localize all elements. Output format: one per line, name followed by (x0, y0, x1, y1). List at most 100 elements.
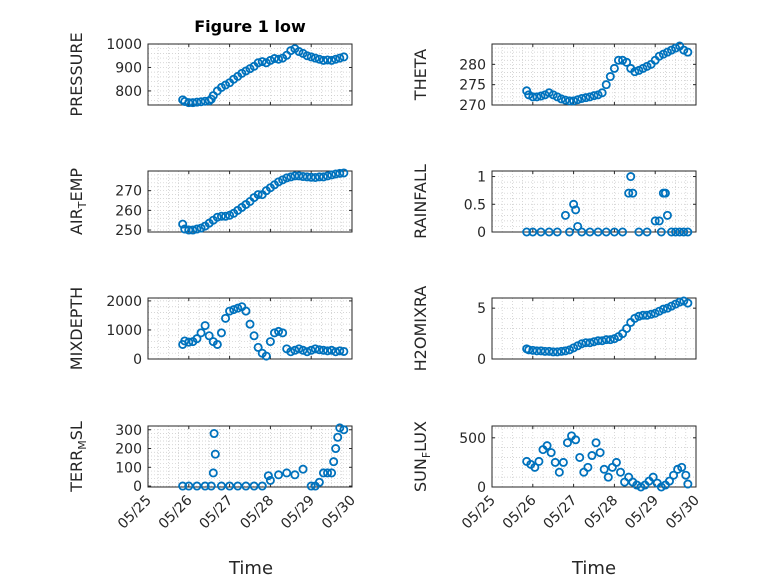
data-point (528, 345, 538, 355)
data-point (298, 172, 308, 182)
data-point (662, 210, 672, 220)
data-point (658, 304, 668, 314)
data-point (634, 311, 644, 321)
data-point (562, 438, 572, 448)
y-tick-label: 300 (115, 423, 142, 439)
y-tick-label: 1000 (106, 37, 142, 53)
subplot-terr-msl: 05/25 05/26 05/27 05/28 05/29 05/30 0 100 200 300… (67, 421, 359, 532)
data-point (192, 224, 202, 234)
data-point (298, 345, 308, 355)
x-tick-label: 05/25 (115, 493, 155, 533)
data-point (548, 347, 558, 357)
data-point (302, 172, 312, 182)
data-point (331, 169, 341, 179)
data-point (556, 346, 566, 356)
data-point (263, 471, 273, 481)
data-point (642, 227, 652, 237)
data-point (599, 464, 609, 474)
data-point (660, 188, 670, 198)
data-point (274, 54, 284, 64)
data-point (302, 347, 312, 357)
data-point (233, 303, 243, 313)
data-point (634, 227, 644, 237)
data-point (323, 468, 333, 478)
data-point (212, 212, 222, 222)
data-point (648, 472, 658, 482)
x-tick-label: 05/27 (197, 493, 237, 533)
data-point (581, 338, 591, 348)
data-point (675, 227, 685, 237)
data-point (290, 470, 300, 480)
x-tick-label: 05/29 (278, 493, 318, 533)
data-point (552, 347, 562, 357)
data-point (577, 93, 587, 103)
data-point (204, 331, 214, 341)
data-point (542, 441, 552, 451)
data-point (613, 55, 623, 65)
data-point (294, 344, 304, 354)
y-tick-label: 270 (115, 184, 142, 200)
x-tick-label: 05/25 (459, 493, 499, 533)
data-point (290, 171, 300, 181)
data-point (605, 72, 615, 82)
data-point (212, 339, 222, 349)
data-point (585, 227, 595, 237)
data-point (306, 481, 316, 491)
data-point (571, 205, 581, 215)
data-point (554, 467, 564, 477)
y-tick-label: 2000 (106, 294, 142, 310)
data-point (335, 346, 345, 356)
data-point (587, 451, 597, 461)
y-tick-label: 0 (477, 352, 486, 368)
data-point (196, 328, 206, 338)
chart-title: Figure 1 low (194, 17, 306, 36)
data-point (593, 336, 603, 346)
data-point (306, 345, 316, 355)
y-tick-label: 270 (459, 98, 486, 114)
data-point (605, 335, 615, 345)
data-point (565, 96, 575, 106)
data-point (192, 97, 202, 107)
data-point (536, 346, 546, 356)
data-point (216, 211, 226, 221)
data-point (196, 97, 206, 107)
data-point (249, 331, 259, 341)
data-point (298, 464, 308, 474)
data-point (664, 476, 674, 486)
data-point (560, 95, 570, 105)
data-point (274, 326, 284, 336)
y-tick-label: 100 (115, 460, 142, 476)
y-axis-label: MIXDEPTH (67, 287, 86, 370)
data-point (630, 67, 640, 77)
data-point (327, 170, 337, 180)
axes-frame (491, 43, 697, 106)
data-point (209, 429, 219, 439)
data-point (522, 227, 532, 237)
data-point (180, 224, 190, 234)
data-point (333, 432, 343, 442)
data-point (314, 345, 324, 355)
subplot-h2omixra: 0 5 H2OMIXRA (411, 286, 697, 371)
data-point (546, 448, 556, 458)
data-point (609, 227, 619, 237)
data-point (544, 227, 554, 237)
data-point (184, 225, 194, 235)
data-point (544, 346, 554, 356)
data-point (327, 55, 337, 65)
data-point (314, 477, 324, 487)
data-point (323, 346, 333, 356)
data-point (294, 171, 304, 181)
data-point (221, 211, 231, 221)
data-point (601, 227, 611, 237)
data-point (314, 54, 324, 64)
data-point (180, 336, 190, 346)
y-tick-label: 500 (459, 431, 486, 447)
data-point (210, 449, 220, 459)
data-point (581, 93, 591, 103)
data-point (318, 172, 328, 182)
axes-frame (147, 43, 353, 106)
data-point (339, 346, 349, 356)
data-point (323, 171, 333, 181)
data-point (314, 172, 324, 182)
data-point (595, 448, 605, 458)
